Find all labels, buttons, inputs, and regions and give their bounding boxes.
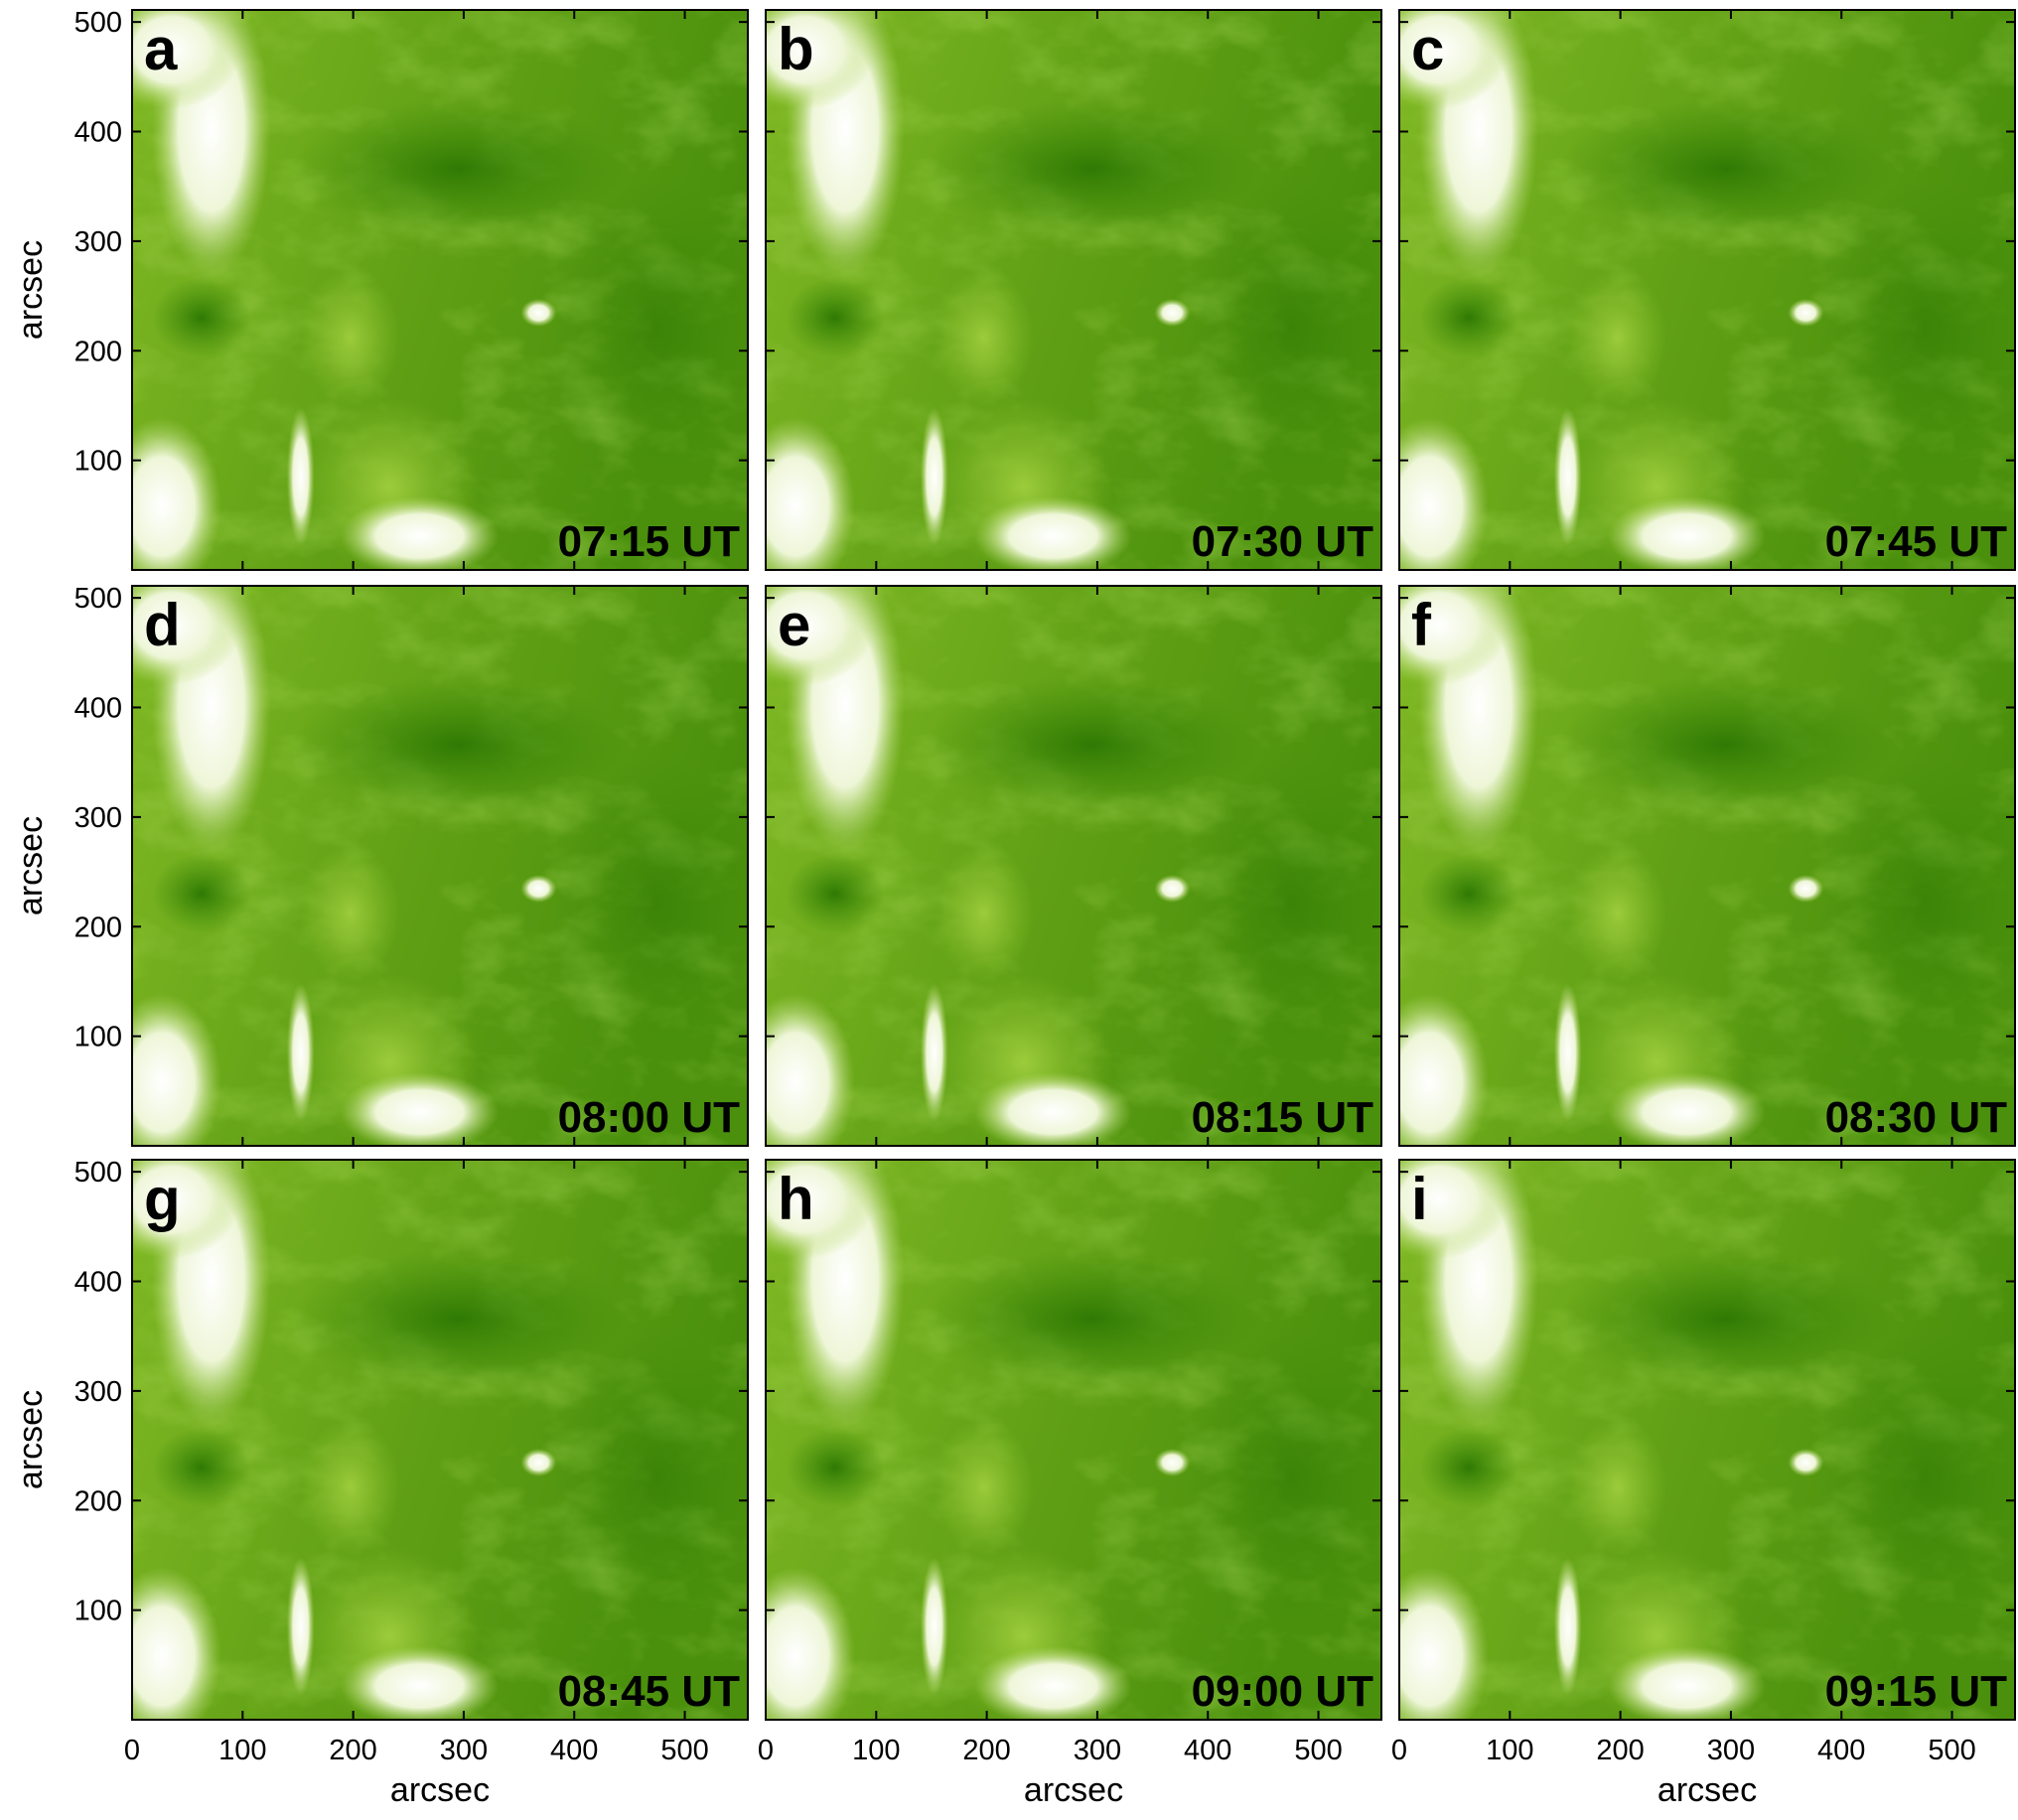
solar-image — [102, 556, 767, 1172]
solar-image — [736, 1130, 1400, 1746]
x-tick-label: 300 — [440, 1735, 488, 1766]
y-tick-label: 400 — [74, 693, 122, 725]
panel: c 07:45 UT — [1369, 0, 2018, 596]
x-tick-label: 200 — [1596, 1735, 1644, 1766]
solar-image — [102, 1130, 767, 1746]
panel: 100 200 300 400 500 d 08:00 UT arcsec — [12, 556, 767, 1172]
y-axis-label: arcsec — [12, 816, 50, 915]
panel-frame — [1398, 585, 2016, 1147]
panel-time: 08:15 UT — [1192, 1093, 1374, 1142]
panel: f 08:30 UT — [1369, 556, 2018, 1172]
panel-letter: e — [778, 592, 810, 658]
x-axis-label: arcsec — [1658, 1771, 1757, 1809]
y-tick-label: 300 — [74, 802, 122, 834]
panel-frame — [131, 585, 749, 1147]
y-tick-label: 200 — [74, 911, 122, 943]
y-tick-label: 100 — [74, 1596, 122, 1627]
y-tick-label: 200 — [74, 1485, 122, 1517]
panel: e 08:15 UT — [736, 556, 1400, 1172]
panel-time: 09:15 UT — [1825, 1667, 2008, 1716]
y-tick-label: 200 — [74, 336, 122, 367]
panel-letter: i — [1411, 1166, 1428, 1232]
panel: 0 100 200 300 400 500 i 09:15 UT arcsec — [1369, 1130, 2018, 1809]
panel-frame — [765, 9, 1382, 571]
panel-time: 09:00 UT — [1192, 1667, 1374, 1716]
panel-letter: h — [778, 1166, 814, 1232]
x-tick-label: 400 — [1184, 1735, 1231, 1766]
y-axis-label: arcsec — [12, 1390, 50, 1489]
panel-letter: b — [778, 16, 814, 82]
panel-letter: f — [1411, 592, 1432, 658]
x-tick-label: 300 — [1074, 1735, 1121, 1766]
y-tick-label: 100 — [74, 1022, 122, 1053]
panel-time: 08:45 UT — [558, 1667, 741, 1716]
x-tick-label: 500 — [1928, 1735, 1975, 1766]
panel-frame — [1398, 9, 2016, 571]
x-tick-label: 200 — [962, 1735, 1010, 1766]
x-tick-label: 0 — [1391, 1735, 1407, 1766]
y-tick-label: 300 — [74, 1376, 122, 1408]
x-tick-label: 400 — [550, 1735, 598, 1766]
panel-letter: g — [144, 1166, 181, 1232]
panel-frame — [131, 1159, 749, 1721]
panel: 100 200 300 400 500 a 07:15 UT arcsec — [12, 0, 767, 596]
x-tick-label: 0 — [124, 1735, 140, 1766]
y-tick-label: 300 — [74, 226, 122, 258]
x-tick-label: 100 — [1486, 1735, 1533, 1766]
solar-image — [1369, 1130, 2018, 1746]
panel-frame — [1398, 1159, 2016, 1721]
panel-letter: d — [144, 592, 181, 658]
panel-time: 07:45 UT — [1825, 517, 2008, 566]
y-axis-label: arcsec — [12, 240, 50, 340]
y-tick-label: 400 — [74, 1267, 122, 1299]
x-tick-label: 300 — [1707, 1735, 1755, 1766]
y-tick-label: 400 — [74, 117, 122, 149]
panel-frame — [765, 1159, 1382, 1721]
y-tick-label: 500 — [74, 583, 122, 615]
x-axis-label: arcsec — [390, 1771, 490, 1809]
x-tick-label: 100 — [852, 1735, 900, 1766]
panel-frame — [765, 585, 1382, 1147]
x-tick-label: 400 — [1817, 1735, 1865, 1766]
x-axis-label: arcsec — [1024, 1771, 1123, 1809]
solar-image — [736, 0, 1400, 596]
panel-time: 07:30 UT — [1192, 517, 1374, 566]
solar-image — [736, 556, 1400, 1172]
solar-image — [1369, 0, 2018, 596]
x-tick-label: 500 — [1294, 1735, 1342, 1766]
panel-frame — [131, 9, 749, 571]
solar-image — [1369, 556, 2018, 1172]
y-tick-label: 500 — [74, 1157, 122, 1189]
x-tick-label: 500 — [660, 1735, 708, 1766]
panel-time: 07:15 UT — [558, 517, 741, 566]
x-tick-label: 100 — [218, 1735, 266, 1766]
y-tick-label: 100 — [74, 446, 122, 478]
x-tick-label: 0 — [758, 1735, 774, 1766]
solar-image — [102, 0, 767, 596]
panel: 0 100 200 300 400 500 h 09:00 UT arcsec — [736, 1130, 1400, 1809]
panel: 0 100 200 300 400 500 100 200 300 400 500 g 08:45 UT… — [12, 1130, 767, 1809]
panel: b 07:30 UT — [736, 0, 1400, 596]
panel-time: 08:00 UT — [558, 1093, 741, 1142]
x-tick-label: 200 — [329, 1735, 376, 1766]
panel-letter: a — [144, 16, 178, 82]
y-tick-label: 500 — [74, 7, 122, 39]
panel-letter: c — [1411, 16, 1444, 82]
panel-time: 08:30 UT — [1825, 1093, 2008, 1142]
